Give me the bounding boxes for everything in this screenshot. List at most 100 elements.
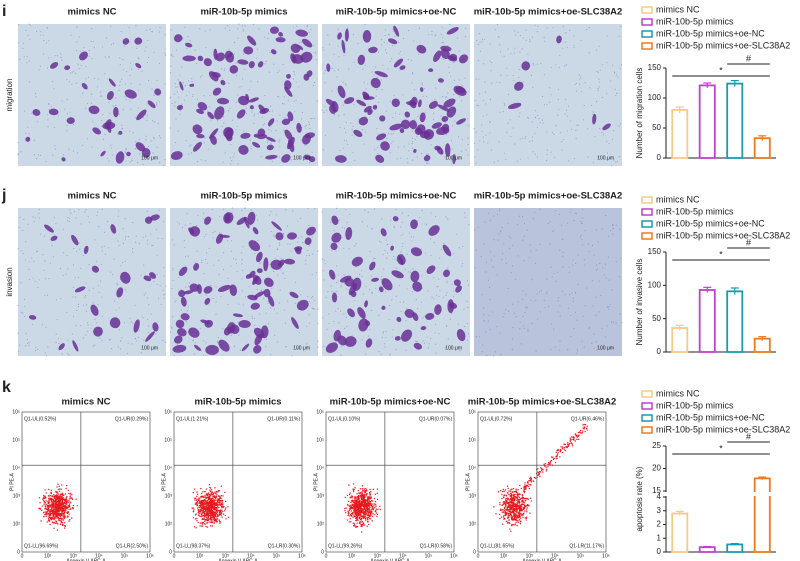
pore bbox=[507, 48, 509, 50]
pore bbox=[482, 344, 484, 346]
pore bbox=[152, 137, 155, 139]
event bbox=[45, 503, 48, 506]
pore bbox=[235, 258, 237, 261]
event bbox=[356, 508, 359, 510]
pore bbox=[364, 24, 366, 26]
event bbox=[210, 499, 212, 501]
pore bbox=[203, 218, 205, 220]
event bbox=[49, 514, 51, 516]
pore bbox=[518, 215, 520, 217]
event bbox=[367, 513, 369, 515]
pore bbox=[378, 314, 380, 317]
pore bbox=[223, 69, 225, 72]
pore bbox=[75, 50, 78, 52]
event bbox=[54, 500, 56, 503]
event bbox=[359, 513, 362, 516]
cell bbox=[203, 58, 212, 67]
pore bbox=[272, 270, 275, 273]
pore bbox=[599, 262, 601, 265]
event bbox=[54, 509, 57, 511]
pore bbox=[353, 103, 355, 106]
cell bbox=[194, 344, 202, 351]
event bbox=[203, 517, 205, 519]
pore bbox=[489, 120, 491, 123]
event bbox=[49, 509, 51, 511]
event bbox=[211, 520, 213, 522]
flow-plot bbox=[173, 411, 303, 553]
event bbox=[219, 522, 221, 524]
pore bbox=[607, 306, 609, 308]
pore bbox=[31, 112, 33, 114]
pore bbox=[393, 227, 395, 229]
pore bbox=[322, 317, 324, 319]
pore bbox=[76, 41, 78, 43]
pore bbox=[143, 264, 145, 266]
cell bbox=[243, 46, 254, 55]
y-tick-label: 10³ bbox=[165, 493, 173, 499]
pore bbox=[156, 104, 158, 106]
pore bbox=[142, 163, 144, 165]
cell bbox=[66, 117, 75, 124]
pore bbox=[228, 49, 230, 51]
event bbox=[215, 503, 217, 506]
pore bbox=[531, 36, 533, 38]
pore bbox=[521, 239, 524, 241]
pore bbox=[279, 114, 281, 116]
pore bbox=[67, 339, 69, 341]
pore bbox=[208, 247, 210, 249]
pore bbox=[165, 285, 167, 287]
cell bbox=[400, 119, 411, 130]
pore bbox=[118, 210, 120, 212]
pore bbox=[479, 336, 481, 338]
cell bbox=[109, 317, 121, 329]
pore bbox=[445, 122, 447, 124]
cell bbox=[452, 153, 456, 165]
pore bbox=[464, 77, 466, 79]
pore bbox=[264, 94, 266, 97]
event bbox=[199, 506, 201, 509]
pore bbox=[33, 153, 35, 156]
event bbox=[529, 476, 532, 479]
pore bbox=[435, 87, 437, 89]
pore bbox=[496, 23, 498, 26]
pore bbox=[434, 34, 437, 36]
pore bbox=[186, 310, 188, 312]
pore bbox=[394, 35, 396, 37]
pore bbox=[210, 284, 212, 287]
x-tick-label: 10³ bbox=[222, 553, 230, 559]
pore bbox=[580, 40, 582, 42]
pore bbox=[601, 228, 603, 230]
pore bbox=[510, 237, 512, 239]
pore bbox=[153, 138, 156, 140]
pore bbox=[467, 333, 469, 335]
pore bbox=[467, 117, 469, 119]
pore bbox=[66, 113, 68, 115]
pore bbox=[59, 267, 62, 270]
pore bbox=[395, 208, 397, 211]
pore bbox=[224, 68, 226, 70]
event bbox=[543, 463, 545, 466]
pore bbox=[298, 86, 300, 88]
cell bbox=[229, 65, 239, 74]
cell bbox=[124, 89, 137, 99]
cell bbox=[252, 227, 259, 235]
pore bbox=[333, 53, 335, 55]
pore bbox=[522, 290, 524, 292]
pore bbox=[594, 136, 596, 138]
pore bbox=[278, 244, 281, 246]
pore bbox=[386, 252, 389, 254]
cell bbox=[387, 38, 398, 45]
event bbox=[202, 512, 204, 514]
pore bbox=[236, 270, 238, 273]
pore bbox=[531, 322, 533, 325]
pore bbox=[263, 289, 265, 291]
pore bbox=[449, 349, 451, 351]
cell bbox=[372, 104, 378, 110]
pore bbox=[595, 100, 598, 103]
pore bbox=[273, 308, 276, 310]
pore bbox=[279, 242, 281, 244]
pore bbox=[120, 340, 122, 342]
pore bbox=[365, 286, 367, 288]
pore bbox=[33, 260, 35, 262]
event bbox=[350, 510, 353, 512]
